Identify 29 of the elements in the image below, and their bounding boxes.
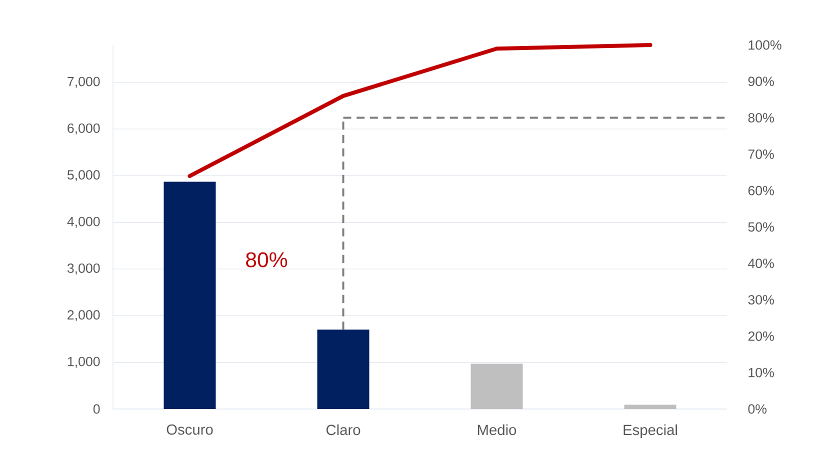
y2-tick-label: 50% [748, 222, 774, 232]
line-series [188, 42, 652, 178]
annotation: 80% [246, 252, 288, 268]
bar [317, 330, 370, 409]
bar [624, 404, 676, 409]
y2-tick-label: 30% [748, 295, 774, 305]
y-tick-label: 3,000 [67, 263, 100, 275]
y2-tick-label: 90% [748, 76, 774, 86]
x-tick-label: Claro [326, 424, 360, 436]
y-tick-label: 5,000 [67, 170, 100, 182]
y2-tick-label: 80% [748, 113, 774, 123]
y-tick-label: 2,000 [68, 310, 100, 322]
y2-tick-label: 20% [748, 331, 774, 341]
x-tick-label: Oscuro [166, 424, 213, 435]
x-tick-label: Especial [624, 424, 677, 438]
y-tick-label: 7,000 [68, 76, 100, 88]
bar [164, 182, 216, 409]
x-tick-label: Medio [478, 424, 516, 436]
y-tick-label: 0 [93, 404, 100, 414]
y2-tick-label: 40% [748, 258, 774, 268]
y2-tick-label: 100% [748, 40, 782, 50]
y2-tick-label: 10% [748, 368, 774, 378]
y-tick-label: 1,000 [68, 356, 100, 368]
y2-tick-label: 60% [748, 186, 774, 196]
y-tick-label: 6,000 [68, 123, 100, 135]
y2-tick-label: 0% [748, 404, 767, 414]
y-tick-label: 4,000 [67, 216, 100, 228]
y2-tick-label: 70% [748, 149, 774, 159]
bar [470, 364, 523, 409]
